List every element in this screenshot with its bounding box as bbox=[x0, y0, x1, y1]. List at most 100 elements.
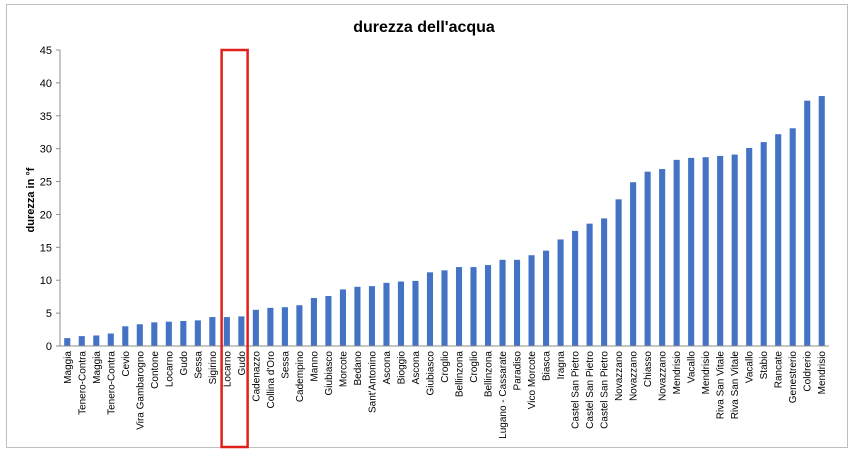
category-label: Sessa bbox=[193, 351, 204, 379]
highlight-box bbox=[220, 48, 249, 449]
bar bbox=[499, 259, 506, 346]
category-label: Ascona bbox=[382, 351, 393, 385]
bar bbox=[528, 255, 535, 346]
y-tick-label: 45 bbox=[40, 45, 52, 57]
category-label: Vico Morcote bbox=[527, 351, 538, 410]
category-label: Biasca bbox=[542, 351, 553, 381]
category-label: Bellinzona bbox=[484, 351, 495, 398]
category-label: Castel San Pietro bbox=[571, 351, 582, 429]
category-label: Contone bbox=[150, 351, 161, 389]
bar bbox=[325, 296, 332, 346]
category-label: Iragna bbox=[556, 351, 567, 380]
bar bbox=[673, 159, 680, 346]
bar bbox=[601, 218, 608, 346]
bar bbox=[252, 309, 259, 346]
bar bbox=[789, 128, 796, 346]
bar bbox=[107, 333, 114, 346]
bar bbox=[688, 157, 695, 346]
bar bbox=[397, 281, 405, 346]
y-axis-label: durezza in °f bbox=[25, 167, 37, 232]
bar bbox=[209, 317, 216, 346]
bar bbox=[543, 250, 550, 346]
category-label: Cevio bbox=[121, 351, 132, 377]
category-label: Bedano bbox=[353, 351, 364, 386]
category-label: Tenero-Contra bbox=[77, 351, 88, 415]
chart-frame: durezza dell'acqua durezza in °f 0 5 10 15 2… bbox=[6, 4, 848, 449]
category-label: Croglio bbox=[440, 351, 451, 383]
category-label: Sant'Antonino bbox=[367, 351, 378, 413]
bar bbox=[354, 286, 361, 346]
category-label: Mendrisio bbox=[817, 351, 828, 395]
bars bbox=[64, 96, 825, 347]
category-label: Stabio bbox=[759, 351, 770, 380]
category-label: Rancate bbox=[774, 351, 785, 389]
bar bbox=[151, 322, 158, 346]
bar bbox=[804, 100, 811, 346]
bar bbox=[238, 316, 245, 346]
y-axis-ticks: 0 5 10 15 20 25 30 35 40 45 bbox=[40, 45, 60, 353]
y-tick-label: 20 bbox=[40, 209, 52, 221]
bar bbox=[267, 307, 274, 346]
bar bbox=[136, 324, 143, 346]
category-label: Gudo bbox=[179, 351, 190, 376]
bar bbox=[775, 134, 782, 346]
bar bbox=[122, 326, 129, 346]
y-tick-label: 30 bbox=[40, 144, 52, 156]
category-label: Vira Gambarogno bbox=[135, 351, 146, 430]
y-tick-label: 10 bbox=[40, 275, 52, 287]
bar bbox=[630, 182, 637, 346]
category-label: Cadempino bbox=[295, 351, 306, 403]
category-label: Gudo bbox=[237, 351, 248, 376]
category-label: Chiasso bbox=[643, 351, 654, 388]
category-label: Riva San Vitale bbox=[730, 351, 741, 420]
bar bbox=[455, 267, 463, 346]
category-label: Maggia bbox=[92, 351, 103, 384]
category-label: Mendrisio bbox=[672, 351, 683, 395]
bar bbox=[557, 239, 564, 346]
bar bbox=[441, 270, 448, 346]
bar bbox=[78, 336, 85, 346]
category-label: Novazzano bbox=[614, 351, 625, 401]
y-tick-label: 35 bbox=[40, 111, 52, 123]
bar bbox=[572, 230, 579, 346]
category-label: Locarno bbox=[164, 351, 175, 388]
bar bbox=[412, 280, 419, 346]
category-label: Giubiasco bbox=[425, 351, 436, 396]
bar bbox=[194, 320, 201, 346]
category-label: Locarno bbox=[222, 351, 233, 388]
bar bbox=[310, 297, 317, 346]
chart-title: durezza dell'acqua bbox=[353, 19, 495, 36]
category-label: Collina d'Oro bbox=[266, 351, 277, 409]
category-labels: Maggia Tenero-Contra Maggia Tenero-Contra Ce… bbox=[63, 351, 828, 439]
y-tick-label: 5 bbox=[46, 308, 52, 320]
bar bbox=[760, 142, 767, 346]
bar bbox=[93, 335, 100, 346]
bar bbox=[818, 96, 825, 347]
category-label: Croglio bbox=[469, 351, 480, 383]
category-label: Genestrerio bbox=[788, 351, 799, 404]
bar bbox=[717, 155, 724, 346]
y-tick-label: 25 bbox=[40, 177, 52, 189]
bar bbox=[514, 259, 521, 346]
category-label: Mendrisio bbox=[701, 351, 712, 395]
category-label: Maggia bbox=[63, 351, 74, 384]
bar bbox=[702, 157, 709, 346]
category-label: Sigirino bbox=[208, 351, 219, 385]
category-label: Bioggio bbox=[396, 351, 407, 385]
bar bbox=[223, 317, 230, 346]
bar bbox=[368, 286, 375, 346]
bar bbox=[165, 321, 172, 346]
category-label: Ascona bbox=[411, 351, 422, 385]
bar bbox=[615, 199, 622, 346]
bar bbox=[470, 267, 477, 346]
bar bbox=[180, 321, 187, 346]
category-label: Giubiasco bbox=[324, 351, 335, 396]
bar bbox=[746, 148, 753, 346]
bar bbox=[64, 338, 71, 346]
y-tick-label: 40 bbox=[40, 78, 52, 90]
category-label: Manno bbox=[309, 351, 320, 382]
bar bbox=[644, 171, 651, 346]
category-label: Lugano - Cassarate bbox=[498, 351, 509, 439]
category-label: Paradiso bbox=[513, 351, 524, 391]
category-label: Cadenazzo bbox=[251, 351, 262, 402]
